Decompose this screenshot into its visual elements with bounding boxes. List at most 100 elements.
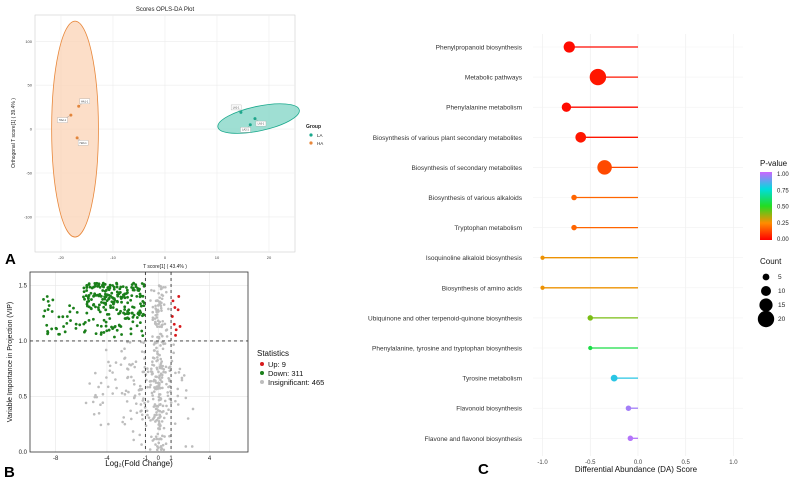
- chart-a-ellipses: [51, 20, 300, 238]
- chart-b-point-down: [75, 310, 79, 314]
- chart-b-point-insignificant: [161, 334, 164, 338]
- chart-b-point-insignificant: [122, 416, 126, 419]
- chart-b-point-insignificant: [163, 435, 166, 438]
- chart-b-point-insignificant: [164, 365, 168, 369]
- chart-b-point-insignificant: [162, 370, 165, 374]
- chart-b-point-down: [97, 308, 101, 312]
- score-point-label: LA1-1: [233, 106, 240, 109]
- chart-b-point-insignificant: [155, 366, 159, 370]
- chart-b-point-down: [45, 295, 49, 298]
- chart-b-point-down: [82, 290, 86, 294]
- chart-b-point-insignificant: [178, 367, 182, 371]
- chart-b-point-down: [108, 317, 112, 320]
- chart-b-point-down: [96, 323, 99, 327]
- confidence-ellipse-ha: [51, 20, 99, 238]
- chart-b-point-down: [101, 284, 104, 288]
- chart-b-point-down: [104, 320, 108, 324]
- chart-b-point-down: [105, 329, 109, 333]
- chart-b-point-insignificant: [155, 411, 158, 414]
- chart-b-point-insignificant: [139, 388, 143, 392]
- chart-b-point-insignificant: [159, 306, 163, 310]
- chart-b-point-down: [54, 326, 58, 330]
- chart-b-point-insignificant: [142, 341, 145, 345]
- pathway-label: Phenylalanine metabolism: [446, 105, 522, 112]
- chart-c-colorbar-tick-label: 0.25: [777, 221, 789, 227]
- chart-b-point-insignificant: [140, 413, 144, 417]
- chart-b-point-down: [103, 295, 107, 299]
- chart-c-xtick-label: 0.5: [682, 460, 691, 466]
- chart-b-point-insignificant: [167, 408, 170, 412]
- chart-b-point-insignificant: [127, 390, 130, 394]
- chart-b-point-insignificant: [177, 371, 181, 374]
- chart-b-point-down: [91, 317, 95, 321]
- chart-b-ylabel: Variable Importance in Projection (VIP): [7, 302, 14, 422]
- chart-b-point-down: [89, 291, 93, 295]
- chart-b-point-insignificant: [161, 443, 165, 447]
- chart-b-point-insignificant: [150, 391, 154, 395]
- chart-b-point-down: [50, 310, 54, 313]
- lollipop-head: [597, 160, 612, 175]
- chart-b-point-insignificant: [151, 305, 155, 309]
- chart-b-point-down: [85, 300, 89, 304]
- chart-b-xtick-label: -4: [104, 456, 110, 462]
- chart-c-colorbar-tick-label: 0.00: [777, 237, 789, 243]
- chart-b-point-down: [104, 301, 108, 305]
- chart-c-xtick-label: -0.5: [585, 460, 596, 466]
- chart-b-point-insignificant: [169, 365, 172, 368]
- chart-b-point-down: [82, 286, 86, 290]
- chart-b-point-insignificant: [160, 420, 164, 423]
- chart-b-point-insignificant: [84, 401, 88, 405]
- chart-b-point-insignificant: [154, 299, 158, 303]
- chart-c-xlabel: Differential Abundance (DA) Score: [575, 465, 698, 474]
- chart-b-point-insignificant: [161, 319, 165, 323]
- chart-b-point-insignificant: [164, 329, 168, 332]
- chart-b-point-down: [46, 308, 50, 311]
- chart-b-point-insignificant: [132, 396, 136, 400]
- chart-a-legend-marker: [309, 141, 313, 145]
- chart-b-point-insignificant: [115, 386, 118, 390]
- chart-b-point-down: [93, 284, 97, 288]
- chart-b-point-insignificant: [157, 384, 160, 388]
- chart-b-point-insignificant: [158, 387, 162, 390]
- lollipop-head: [571, 194, 577, 201]
- chart-c-colorbar-title: P-value: [760, 159, 788, 168]
- score-point-label: LA3-1: [258, 123, 265, 126]
- chart-b-point-down: [57, 332, 61, 336]
- chart-b-point-down: [119, 285, 123, 289]
- chart-b-point-down: [82, 295, 85, 299]
- panel-label-b: B: [4, 464, 15, 481]
- chart-b-point-insignificant: [162, 285, 165, 289]
- chart-c-size-legend-label: 5: [778, 274, 782, 281]
- chart-b-point-insignificant: [176, 387, 180, 391]
- chart-b-point-insignificant: [129, 417, 133, 421]
- chart-b-point-insignificant: [160, 373, 164, 377]
- chart-b-point-insignificant: [159, 357, 163, 361]
- chart-b-point-insignificant: [157, 370, 160, 374]
- chart-b-point-insignificant: [157, 376, 161, 379]
- chart-a-xtick-label: 0: [164, 255, 167, 260]
- chart-b-point-insignificant: [154, 435, 158, 438]
- chart-b-point-down: [85, 289, 89, 292]
- chart-b-point-insignificant: [161, 404, 165, 408]
- chart-b-point-up: [174, 328, 178, 332]
- chart-b-point-insignificant: [108, 369, 112, 372]
- chart-b-point-down: [119, 295, 123, 299]
- chart-b-point-insignificant: [168, 397, 172, 401]
- chart-b-point-insignificant: [150, 288, 153, 292]
- chart-b-point-insignificant: [160, 293, 164, 297]
- chart-b-point-insignificant: [132, 382, 136, 386]
- chart-b-point-insignificant: [101, 392, 105, 396]
- chart-b-point-down: [130, 311, 134, 315]
- chart-c-colorbar-tick-label: 1.00: [777, 172, 789, 178]
- chart-b-point-down: [142, 301, 146, 305]
- chart-b-point-down: [98, 285, 102, 289]
- chart-b-point-insignificant: [158, 393, 161, 396]
- chart-b-point-insignificant: [155, 418, 159, 422]
- pathway-label: Phenylpropanoid biosynthesis: [436, 45, 523, 52]
- chart-b-point-insignificant: [180, 378, 184, 382]
- chart-b-point-down: [115, 328, 119, 332]
- chart-c-size-legend-title: Count: [760, 257, 782, 266]
- chart-b-point-down: [90, 298, 93, 301]
- chart-b-point-insignificant: [104, 348, 108, 352]
